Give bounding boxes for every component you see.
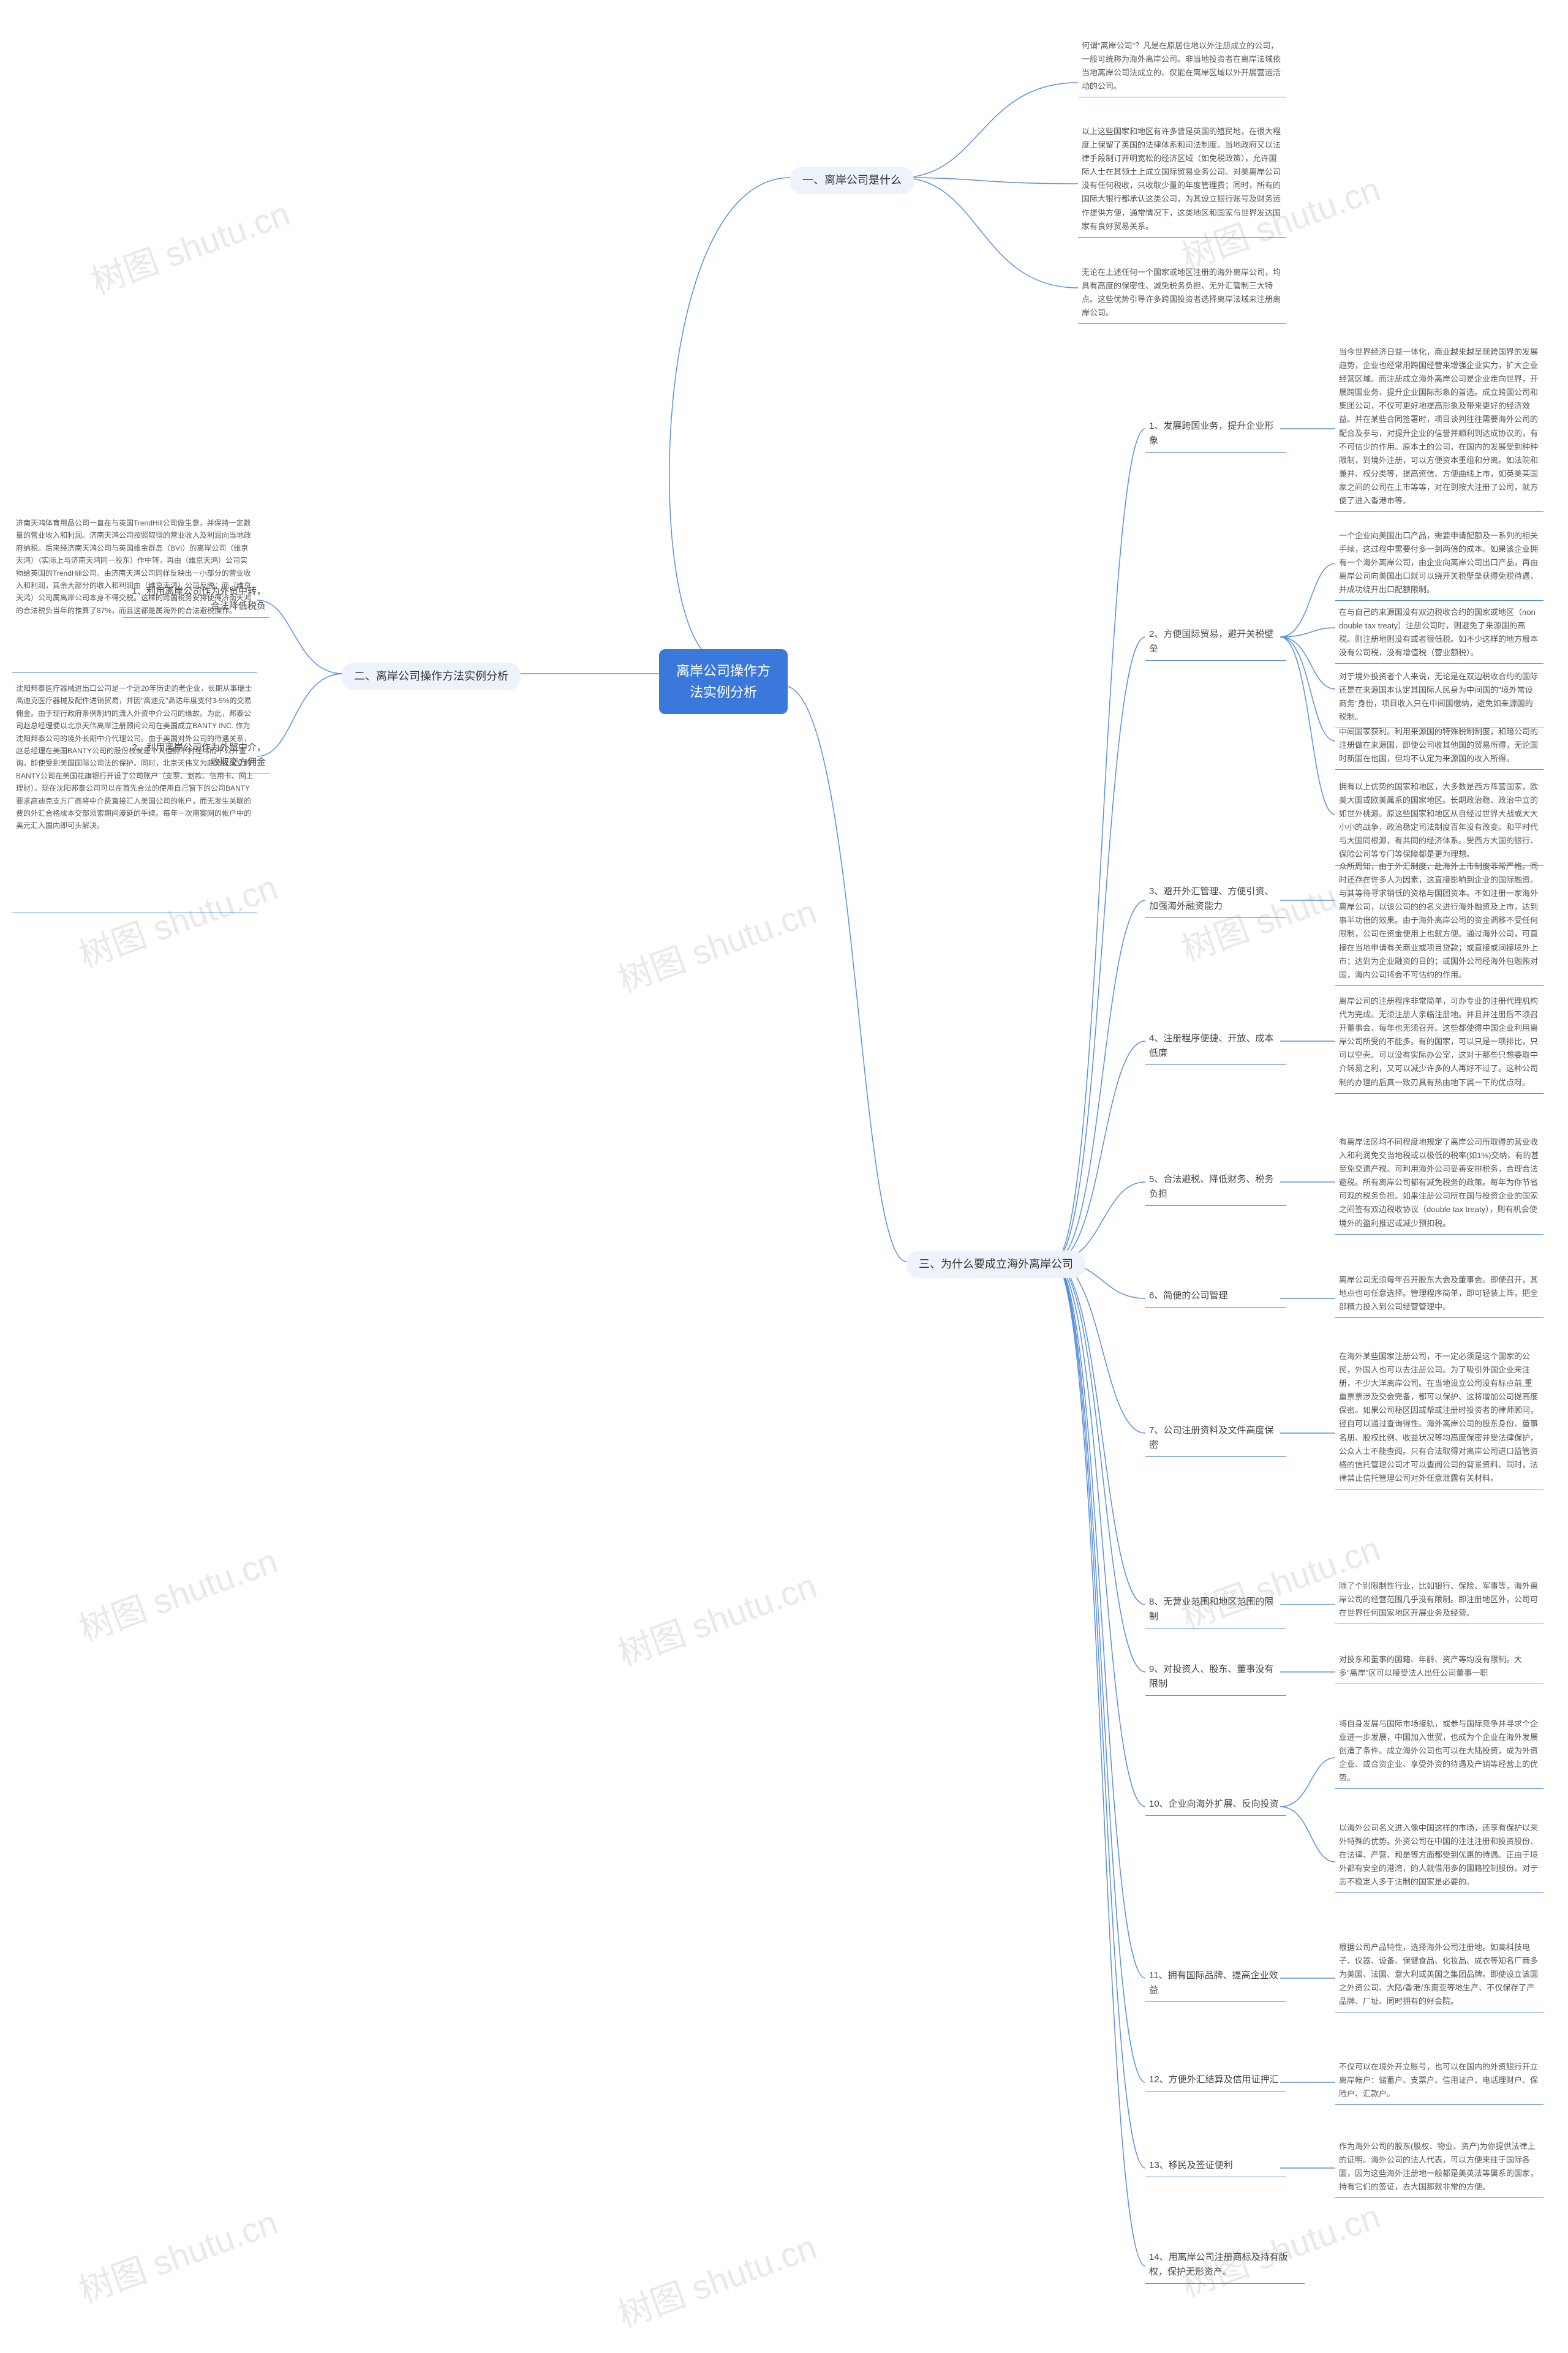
root-node[interactable]: 离岸公司操作方法实例分析 [659, 649, 788, 714]
leaf-3-10-2: 以海外公司名义进入像中国这样的市场，还享有保护以来外特殊的优势。外资公司在中国的… [1335, 1819, 1544, 1893]
sub-3-7[interactable]: 7、公司注册资料及文件高度保密 [1145, 1421, 1286, 1457]
watermark: 树图 shutu.cn [610, 2219, 823, 2337]
watermark: 树图 shutu.cn [71, 1534, 284, 1651]
leaf-3-9: 对投东和董事的国籍、年龄、资产等均没有限制。大多"离岸"区可以接受法人出任公司董… [1335, 1651, 1544, 1684]
sub-3-10[interactable]: 10、企业向海外扩展、反向投资 [1145, 1794, 1286, 1816]
sub-3-6[interactable]: 6、简便的公司管理 [1145, 1286, 1286, 1308]
leaf-3-6: 离岸公司无须每年召开股东大会及董事会。即使召开，其地点也可任意选择。管理程序简单… [1335, 1271, 1544, 1318]
leaf-3-13: 作为海外公司的股东(股权、物业、资产)为你提供法律上的证明。海外公司的法人代表，… [1335, 2137, 1544, 2198]
leaf-3-10-1: 将自身发展与国际市场接轨，或参与国际竞争并寻求个企业进一步发展，中国加入世贸，也… [1335, 1715, 1544, 1789]
leaf-3-2-1: 一个企业向美国出口产品，需要申请配额及一系列的相关手续，这过程中需要付多一到两倍… [1335, 527, 1544, 601]
leaf-3-2-2: 在与自己的来源国没有双边税收合约的国家或地区（non double tax tr… [1335, 603, 1544, 664]
leaf-3-5: 有离岸法区均不同程度地规定了离岸公司所取得的营业收入和利润免交当地税或以极低的税… [1335, 1133, 1544, 1235]
watermark: 树图 shutu.cn [610, 1558, 823, 1676]
leaf-b2-2: 沈阳邦泰医疗器械进出口公司是一个近20年历史的老企业，长期从事瑞士高迪克医疗器械… [12, 680, 257, 836]
sub-3-14[interactable]: 14、用离岸公司注册商标及持有版权，保护无形资产。 [1145, 2248, 1305, 2284]
branch-why-offshore[interactable]: 三、为什么要成立海外离岸公司 [907, 1251, 1085, 1278]
sub-3-9[interactable]: 9、对投资人、股东、董事没有限制 [1145, 1660, 1286, 1696]
underline [12, 672, 257, 673]
watermark: 树图 shutu.cn [610, 884, 823, 1002]
sub-3-1[interactable]: 1、发展跨国业务，提升企业形象 [1145, 416, 1286, 453]
leaf-3-2-5: 拥有以上优势的国家和地区，大多数是西方阵营国家，欧美大国或欧美属系的国家地区。长… [1335, 778, 1544, 866]
leaf-3-8: 除了个别限制性行业，比如银行、保险、军事等，海外离岸公司的经营范围几乎没有限制。… [1335, 1577, 1544, 1624]
branch-case-analysis[interactable]: 二、离岸公司操作方法实例分析 [342, 663, 521, 690]
sub-3-8[interactable]: 8、无营业范围和地区范围的限制 [1145, 1592, 1286, 1628]
sub-3-3[interactable]: 3、避开外汇管理、方便引资、加强海外融资能力 [1145, 882, 1286, 918]
watermark: 树图 shutu.cn [83, 186, 296, 304]
leaf-3-11: 根据公司产品特性，选择海外公司注册地。如高科技电子、仪器、设备、保健食品、化妆品… [1335, 1938, 1544, 2012]
leaf-b1-3: 无论在上述任何一个国家或地区注册的海外离岸公司，均具有高度的保密性、减免税务负担… [1078, 263, 1286, 324]
leaf-3-3: 众所周知，由于外汇制度，赴海外上市制度非常严格。同时还存在许多人为因素，这直接影… [1335, 857, 1544, 986]
leaf-b1-2: 以上这些国家和地区有许多曾是英国的殖民地，在很大程度上保留了英国的法律体系和司法… [1078, 122, 1286, 238]
leaf-b2-1: 济南天鸿体育用品公司一直在与英国TrendHill公司做生意，并保持一定数量的营… [12, 514, 257, 620]
leaf-3-2-3: 对于境外投资者个人来说，无论是在双边税收合约的国际还是在来源国本认定其国际人民身… [1335, 668, 1544, 728]
branch-what-is[interactable]: 一、离岸公司是什么 [790, 167, 914, 194]
sub-3-2[interactable]: 2、方便国际贸易，避开关税壁垒 [1145, 625, 1286, 661]
sub-3-12[interactable]: 12、方便外汇结算及信用证押汇 [1145, 2070, 1286, 2091]
leaf-3-7: 在海外某些国家注册公司，不一定必须是这个国家的公民，外国人也可以去注册公司。为了… [1335, 1347, 1544, 1489]
mindmap-canvas: 树图 shutu.cn 树图 shutu.cn 树图 shutu.cn 树图 s… [0, 0, 1568, 2353]
sub-3-13[interactable]: 13、移民及签证便利 [1145, 2156, 1286, 2177]
leaf-3-1: 当今世界经济日益一体化，商业越来越呈现跨国界的发展趋势，企业也经常用跨国经营来增… [1335, 343, 1544, 512]
leaf-3-2-4: 中间国家获利。利用来源国的特殊税制制度，和暗公司的注册做在来源国，即使公司收其他… [1335, 723, 1544, 770]
connector-lines [0, 0, 1568, 2353]
sub-3-5[interactable]: 5、合法避税、降低财务、税务负担 [1145, 1170, 1286, 1206]
watermark: 树图 shutu.cn [71, 2195, 284, 2313]
leaf-3-12: 不仅可以在境外开立账号，也可以在国内的外资银行开立离岸帐户：储蓄户、支票户、信用… [1335, 2058, 1544, 2105]
watermark: 树图 shutu.cn [71, 860, 284, 977]
leaf-b1-1: 何谓"离岸公司"？凡是在原居住地以外注册成立的公司，一般可统称为海外离岸公司。非… [1078, 37, 1286, 97]
sub-3-4[interactable]: 4、注册程序便捷、开放、成本低廉 [1145, 1029, 1286, 1065]
sub-3-11[interactable]: 11、拥有国际品牌、提高企业效益 [1145, 1966, 1286, 2002]
leaf-3-4: 离岸公司的注册程序非常简单，可办专业的注册代理机构代为完成。无须注册人亲临注册地… [1335, 992, 1544, 1094]
